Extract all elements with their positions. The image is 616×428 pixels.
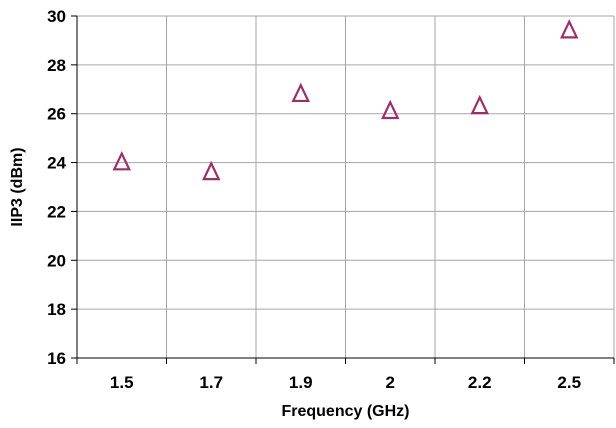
axes: [71, 15, 615, 364]
data-point-triangle: [470, 94, 489, 115]
x-tick-label: 2.2: [468, 373, 492, 392]
x-tick-label: 1.9: [289, 373, 313, 392]
grid: [77, 15, 615, 358]
y-tick-label: 16: [47, 349, 66, 368]
tick-labels: 16 18 20 22 24 26 28 30 1.5 1.7 1.9 2 2.2 2.5: [47, 7, 581, 392]
y-tick-label: 30: [47, 7, 66, 26]
data-points: [112, 19, 579, 181]
data-point-triangle: [381, 99, 400, 120]
y-tick-label: 26: [47, 105, 66, 124]
data-point-triangle: [202, 160, 221, 181]
x-tick-label: 2.5: [557, 373, 581, 392]
x-tick-label: 2: [386, 373, 395, 392]
x-axis-title: Frequency (GHz): [281, 403, 409, 420]
y-axis-title: IIP3 (dBm): [9, 147, 26, 226]
y-tick-label: 28: [47, 56, 66, 75]
data-point-triangle: [291, 82, 310, 103]
x-tick-label: 1.5: [110, 373, 134, 392]
data-point-triangle: [560, 19, 579, 39]
data-point-triangle: [112, 151, 131, 171]
y-tick-label: 20: [47, 251, 66, 270]
y-tick-label: 22: [47, 202, 66, 221]
x-tick-label: 1.7: [199, 373, 223, 392]
y-tick-label: 24: [47, 154, 66, 173]
y-tick-label: 18: [47, 300, 66, 319]
